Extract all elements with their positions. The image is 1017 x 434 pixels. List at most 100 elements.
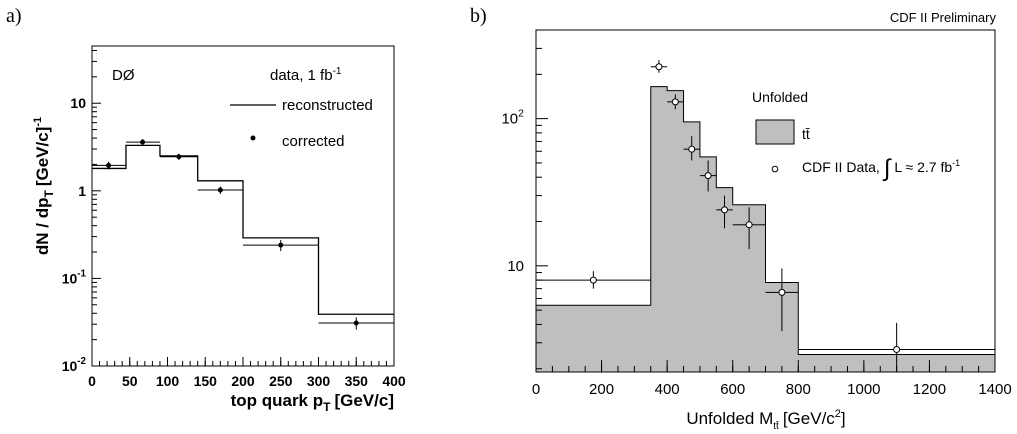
data-marker bbox=[745, 221, 753, 229]
data-point bbox=[683, 136, 700, 161]
legend-corrected-swatch bbox=[250, 135, 256, 141]
panel-a-xtick-label: 150 bbox=[194, 373, 218, 389]
panel-b-xtick-label: 1000 bbox=[847, 381, 880, 398]
panel-b-legend-title: Unfolded bbox=[752, 89, 808, 105]
legend-data-swatch bbox=[771, 165, 779, 173]
corrected-marker bbox=[217, 187, 223, 193]
legend-ttbar-swatch bbox=[755, 119, 795, 145]
data-point bbox=[716, 195, 733, 229]
corrected-marker bbox=[278, 242, 284, 248]
panel-b-axes: 0 200 400 600 800 1000 1200 1400 10 102 bbox=[501, 29, 1012, 398]
data-point bbox=[765, 268, 799, 332]
corrected-point bbox=[159, 153, 198, 160]
panel-a-xtick-label: 50 bbox=[122, 373, 138, 389]
corrected-marker bbox=[106, 162, 112, 168]
data-point bbox=[650, 60, 668, 73]
panel-a-ylabel-unit: [GeV/c] bbox=[33, 127, 52, 187]
panel-a-xlabel-unit: [GeV/c] bbox=[334, 391, 394, 410]
corrected-point bbox=[318, 317, 394, 330]
panel-b-xlabel-sup: 2 bbox=[835, 408, 841, 420]
panel-b-xlabel-close: ] bbox=[841, 409, 846, 428]
panel-a-ylabel: dN / dpT [GeV/c]-1 bbox=[32, 117, 56, 255]
panel-a-xtick-label: 250 bbox=[269, 373, 293, 389]
panel-a-ylabel-main: dN / dp bbox=[33, 198, 52, 256]
data-marker bbox=[893, 346, 901, 354]
panel-a-marks bbox=[92, 139, 394, 330]
corrected-point bbox=[243, 239, 319, 252]
data-point bbox=[536, 271, 651, 289]
panel-b-xtick-label: 1200 bbox=[913, 381, 946, 398]
data-marker bbox=[655, 63, 663, 71]
data-marker bbox=[721, 206, 729, 214]
legend-data-label: CDF II Data, ∫ L ≈ 2.7 fb-1 bbox=[802, 155, 960, 182]
panel-b-header: CDF II Preliminary bbox=[890, 10, 997, 25]
data-marker bbox=[778, 288, 786, 296]
panel-a-ytick-label: 10-1 bbox=[62, 268, 87, 286]
panel-a-ylabel-sub: T bbox=[42, 190, 56, 198]
panel-b-xlabel-unit: [GeV/c bbox=[783, 409, 835, 428]
panel-b-xlabel-main: Unfolded M bbox=[686, 409, 773, 428]
corrected-point bbox=[92, 161, 126, 170]
legend-corrected-label: corrected bbox=[282, 133, 345, 150]
panel-b-xtick-label: 800 bbox=[786, 381, 811, 398]
panel-a-xtick-label: 350 bbox=[345, 373, 369, 389]
panel-b-ytick-label: 10 bbox=[507, 258, 524, 275]
panel-a-xtick-label: 100 bbox=[156, 373, 180, 389]
panel-a-xtick-label: 200 bbox=[231, 373, 255, 389]
panel-a-data-label-main: data, 1 fb bbox=[270, 67, 333, 84]
data-marker bbox=[589, 276, 597, 284]
panel-b-xlabel-sub: tt̄ bbox=[773, 420, 779, 432]
reconstructed-histogram bbox=[92, 144, 394, 315]
panel-a-label: a) bbox=[6, 5, 22, 27]
panel-b: b) CDF II Preliminary 0 200 400 600 800 1000 1… bbox=[470, 5, 1012, 432]
panel-a-data-label: data, 1 fb-1 bbox=[270, 66, 342, 84]
corrected-marker bbox=[140, 139, 146, 145]
panel-a-xlabel-sub: T bbox=[323, 400, 331, 414]
legend-data-label-int: L ≈ 2.7 fb bbox=[894, 159, 952, 175]
panel-b-legend: Unfolded tt̄ CDF II Data, ∫ L ≈ 2.7 fb-1 bbox=[752, 89, 960, 182]
data-point bbox=[798, 322, 995, 372]
corrected-marker bbox=[353, 320, 359, 326]
panel-b-xtick-label: 200 bbox=[589, 381, 614, 398]
legend-data-label-main: CDF II Data, bbox=[802, 159, 880, 175]
panel-b-xtick-label: 1400 bbox=[978, 381, 1011, 398]
panel-b-marks bbox=[535, 60, 996, 373]
data-marker bbox=[671, 98, 679, 106]
panel-a-xlabel-main: top quark p bbox=[231, 391, 324, 410]
panel-a-xtick-label: 400 bbox=[382, 373, 406, 389]
data-point bbox=[732, 207, 766, 250]
panel-a-axes: 0 50 100 150 200 250 300 350 400 10-2 10-1 1 10 bbox=[62, 49, 406, 389]
panel-a: a) 0 50 100 150 200 250 300 350 400 10-2 10-1 1 10 D… bbox=[6, 5, 406, 414]
data-point bbox=[667, 94, 684, 110]
ttbar-filled-histogram bbox=[535, 86, 996, 373]
panel-a-xtick-label: 300 bbox=[307, 373, 331, 389]
panel-a-experiment-label: DØ bbox=[112, 67, 135, 84]
panel-b-xtick-label: 0 bbox=[532, 381, 540, 398]
data-point bbox=[699, 160, 717, 192]
legend-data-integral-symbol: ∫ bbox=[882, 155, 892, 182]
panel-b-label: b) bbox=[470, 5, 487, 27]
corrected-point bbox=[197, 186, 243, 194]
panel-a-xtick-label: 0 bbox=[88, 373, 96, 389]
panel-b-ytick-label: 102 bbox=[501, 108, 524, 128]
legend-data-label-sup: -1 bbox=[952, 158, 960, 168]
panel-a-plot-area: 0 50 100 150 200 250 300 350 400 10-2 10-1 1 10 bbox=[62, 45, 406, 389]
data-marker bbox=[688, 145, 696, 153]
panel-a-legend: reconstructed corrected bbox=[230, 97, 373, 150]
panel-b-xtick-label: 600 bbox=[720, 381, 745, 398]
panel-a-ytick-label: 10-2 bbox=[62, 356, 87, 374]
legend-ttbar-label: tt̄ bbox=[802, 126, 810, 142]
data-marker bbox=[704, 172, 712, 180]
panel-b-plot-area: 0 200 400 600 800 1000 1200 1400 10 102 bbox=[501, 29, 1012, 398]
legend-reconstructed-label: reconstructed bbox=[282, 97, 373, 114]
panel-a-xlabel: top quark pT [GeV/c] bbox=[231, 391, 394, 414]
panel-a-ytick-label: 10 bbox=[70, 95, 86, 111]
panel-b-xtick-label: 400 bbox=[655, 381, 680, 398]
panel-a-ylabel-sup: -1 bbox=[32, 117, 44, 127]
corrected-marker bbox=[176, 154, 182, 160]
panel-a-ytick-label: 1 bbox=[78, 183, 86, 199]
corrected-point bbox=[125, 139, 160, 146]
panel-b-xlabel: Unfolded Mtt̄ [GeV/c2] bbox=[686, 408, 845, 432]
panel-a-data-label-sup: -1 bbox=[333, 66, 342, 77]
